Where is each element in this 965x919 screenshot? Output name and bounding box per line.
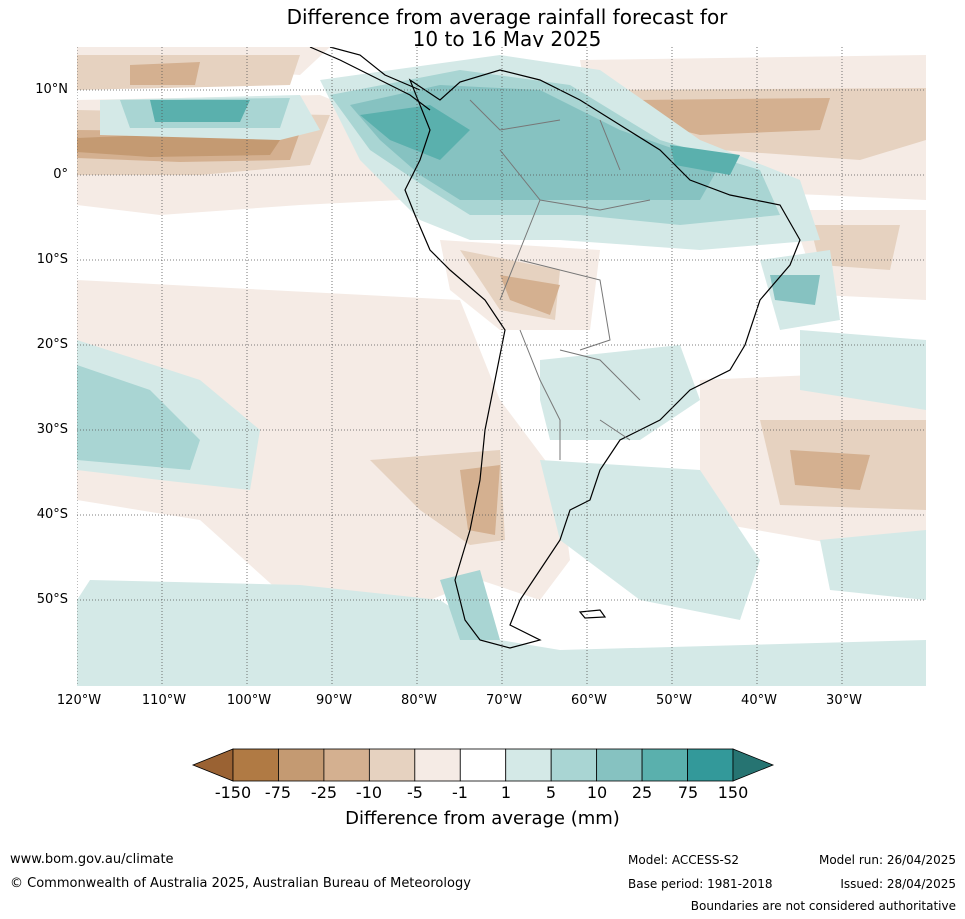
lat-label: 30°S xyxy=(36,422,68,437)
lon-label: 120°W xyxy=(56,693,102,708)
anomaly-area-wet xyxy=(670,145,740,175)
colorbar-swatch xyxy=(232,748,279,782)
anomaly-area-dry xyxy=(810,225,900,270)
footer-copyright: © Commonwealth of Australia 2025, Austra… xyxy=(10,876,471,891)
footer-model: Model: ACCESS-S2 xyxy=(628,853,740,867)
footer-base-period: Base period: 1981-2018 xyxy=(628,877,773,891)
anomaly-area-dry xyxy=(630,98,830,135)
anomaly-area-wet xyxy=(440,570,500,640)
colorbar-swatch xyxy=(596,748,643,782)
colorbar-swatch xyxy=(278,748,325,782)
colorbar-label: Difference from average (mm) xyxy=(345,808,620,829)
anomaly-area-wet xyxy=(800,330,926,410)
colorbar-swatch xyxy=(414,748,461,782)
lon-label: 90°W xyxy=(316,693,352,708)
colorbar-swatch xyxy=(368,748,416,782)
colorbar-tick-label: 150 xyxy=(717,783,749,802)
colorbar-extend-high xyxy=(732,748,775,782)
map-title-line-1: Difference from average rainfall forecas… xyxy=(286,5,728,29)
anomaly-area-wet xyxy=(77,365,200,470)
colorbar-swatch xyxy=(641,748,688,782)
colorbar xyxy=(191,748,775,782)
lat-label: 20°S xyxy=(36,337,68,352)
colorbar-tick-label: 25 xyxy=(631,783,653,802)
colorbar-tick-label: -5 xyxy=(407,783,423,802)
colorbar-swatch xyxy=(505,748,552,782)
colorbar-tick-label: -150 xyxy=(214,783,252,802)
map-gridlines xyxy=(77,47,926,686)
lat-label: 50°S xyxy=(36,592,68,607)
colorbar-swatch xyxy=(459,748,507,782)
lon-label: 70°W xyxy=(486,693,522,708)
rainfall-anomaly-map xyxy=(77,47,926,686)
colorbar-tick-label: 10 xyxy=(586,783,608,802)
colorbar-tick-label: 5 xyxy=(545,783,557,802)
colorbar-swatch xyxy=(687,748,734,782)
lat-label: 10°S xyxy=(36,252,68,267)
anomaly-area-wet xyxy=(360,105,470,160)
colorbar-swatch xyxy=(550,748,598,782)
anomaly-area-wet xyxy=(77,580,926,686)
anomaly-area-wet xyxy=(540,345,700,440)
south-america-coastline xyxy=(404,69,801,649)
lon-label: 40°W xyxy=(741,693,777,708)
footer-url: www.bom.gov.au/climate xyxy=(10,852,174,867)
colorbar-extend-low xyxy=(191,748,234,782)
colorbar-tick-label: -75 xyxy=(264,783,292,802)
lat-label: 10°N xyxy=(35,82,68,97)
colorbar-tick-label: -1 xyxy=(452,783,468,802)
anomaly-area-wet xyxy=(540,460,760,620)
footer-model-run: Model run: 26/04/2025 xyxy=(818,853,956,867)
anomaly-area-dry xyxy=(77,280,570,620)
anomaly-area-wet xyxy=(150,100,250,122)
footer-boundaries-note: Boundaries are not considered authoritat… xyxy=(690,899,956,913)
lon-label: 60°W xyxy=(571,693,607,708)
colorbar-tick-label: -25 xyxy=(310,783,338,802)
anomaly-area-wet xyxy=(820,530,926,600)
map-title-line-2: 10 to 16 May 2025 xyxy=(412,27,602,51)
lon-label: 100°W xyxy=(226,693,272,708)
falkland-islands xyxy=(578,609,607,619)
colorbar-swatch xyxy=(323,748,370,782)
anomaly-area-dry xyxy=(460,465,500,535)
lon-label: 30°W xyxy=(826,693,862,708)
lat-label: 0° xyxy=(53,167,68,182)
lon-label: 80°W xyxy=(401,693,437,708)
lon-label: 50°W xyxy=(656,693,692,708)
footer-issued: Issued: 28/04/2025 xyxy=(840,877,956,891)
anomaly-area-dry xyxy=(77,135,280,157)
central-america-coastline xyxy=(309,47,431,111)
lon-label: 110°W xyxy=(141,693,187,708)
anomaly-area-dry xyxy=(130,62,200,85)
anomaly-area-dry xyxy=(500,275,560,315)
colorbar-tick-label: 75 xyxy=(677,783,699,802)
colorbar-tick-label: 1 xyxy=(500,783,512,802)
lat-label: 40°S xyxy=(36,507,68,522)
anomaly-area-wet xyxy=(770,275,820,305)
anomaly-area-dry xyxy=(790,450,870,490)
colorbar-tick-label: -10 xyxy=(355,783,383,802)
